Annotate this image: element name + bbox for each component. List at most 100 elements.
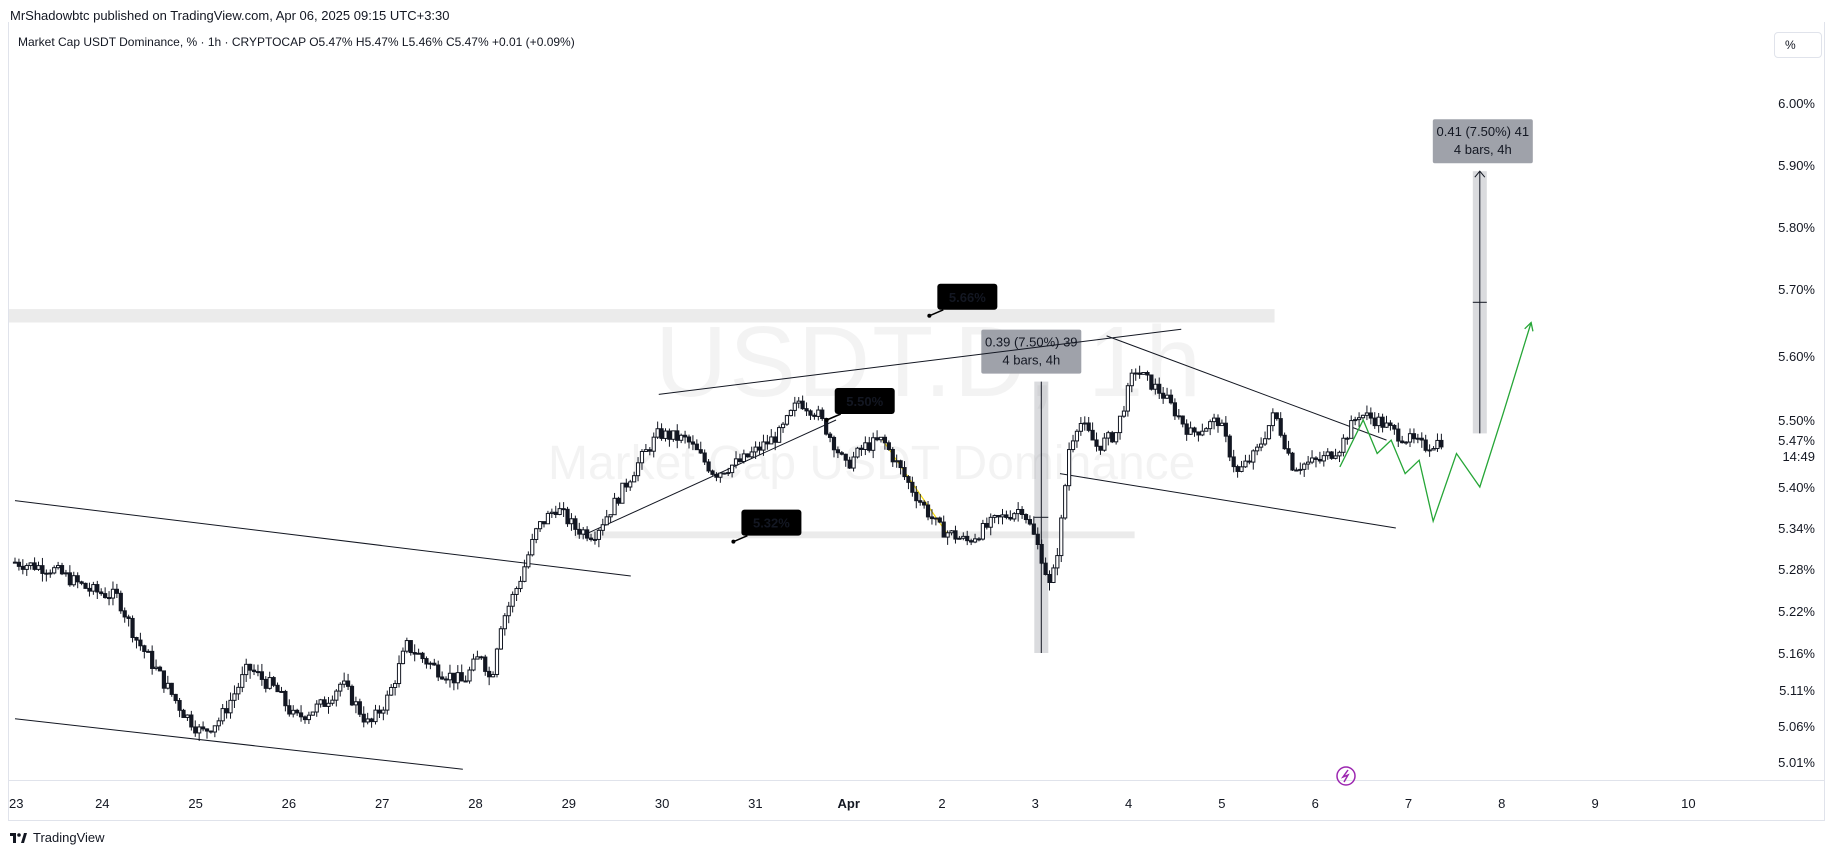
candle-body (851, 456, 856, 469)
candle-body (150, 650, 155, 669)
candle-body (632, 475, 637, 483)
candle-body (530, 538, 535, 556)
candle-body (298, 712, 304, 718)
candle-body (592, 538, 598, 541)
y-tick-label: 5.90% (1778, 158, 1815, 173)
candle-body (36, 565, 41, 570)
candle-body (722, 472, 727, 475)
candle-body (1078, 423, 1083, 432)
chart-frame-bottom (8, 820, 1825, 821)
candle-body (463, 680, 468, 683)
candle-body (408, 640, 413, 654)
candle-body (1102, 437, 1107, 451)
candle-body (812, 414, 817, 417)
x-tick-label: 6 (1312, 796, 1319, 811)
trendline-4[interactable] (583, 419, 837, 536)
candle-body (338, 683, 343, 692)
candle-body (1376, 416, 1381, 427)
candle-body (361, 713, 366, 723)
candle-body (816, 409, 821, 417)
x-tick-label: 26 (282, 796, 296, 811)
x-tick-label: 2 (938, 796, 945, 811)
candle-body (1349, 420, 1354, 439)
candle-body (1208, 421, 1213, 430)
candle-body (820, 409, 825, 420)
x-tick-label: 8 (1498, 796, 1505, 811)
candle-body (1059, 517, 1064, 557)
candle-body (1353, 419, 1358, 422)
candle-body (639, 450, 645, 464)
candle-body (792, 402, 797, 411)
price-callout-1[interactable] (937, 283, 998, 310)
x-tick-label: Apr (838, 796, 860, 811)
candle-body (914, 491, 919, 502)
candle-body (197, 726, 202, 734)
price-callout-3[interactable] (741, 509, 802, 536)
alert-icon[interactable] (1336, 766, 1356, 786)
candle-body (483, 656, 488, 672)
candle-body (757, 446, 762, 451)
candle-body (1047, 573, 1052, 583)
candle-body (835, 449, 841, 454)
candle-body (749, 451, 754, 458)
candle-body (56, 565, 61, 569)
candle-body (455, 672, 460, 684)
candle-body (1098, 445, 1103, 451)
trendline-2[interactable] (14, 718, 463, 770)
candle-body (635, 462, 641, 477)
candle-body (706, 461, 711, 472)
candle-body (918, 500, 923, 503)
candle-body (487, 670, 492, 678)
x-tick-label: 28 (468, 796, 482, 811)
y-tick-label: 5.16% (1778, 646, 1815, 661)
candle-body (953, 530, 958, 540)
candle-body (996, 514, 1001, 518)
candle-body (682, 434, 688, 438)
percent-scale-button[interactable]: % (1774, 32, 1822, 58)
chart-frame-left (8, 22, 9, 820)
candle-body (1345, 437, 1350, 440)
trendline-1[interactable] (14, 500, 631, 577)
x-tick-label: 29 (562, 796, 576, 811)
candle-body (48, 572, 53, 575)
candle-body (522, 566, 527, 582)
trendline-5[interactable] (1106, 335, 1387, 441)
candle-body (1404, 441, 1409, 444)
trendline-3[interactable] (658, 328, 1182, 395)
candle-body (385, 694, 390, 711)
projection-path[interactable] (1339, 322, 1532, 524)
candle-body (20, 565, 25, 570)
candle-body (1211, 417, 1217, 423)
candle-body (667, 430, 672, 440)
candle-body (424, 658, 429, 665)
candle-body (365, 718, 370, 723)
candle-body (620, 482, 625, 504)
candle-body (882, 436, 888, 444)
price-callout-2[interactable] (834, 388, 895, 414)
price-callout-text: 5.66% (949, 290, 986, 305)
measure-label-line2: 4 bars, 4h (1454, 142, 1512, 157)
candle-body (1282, 434, 1287, 450)
candle-body (236, 686, 241, 695)
candle-body (780, 423, 786, 429)
candle-body (1392, 424, 1397, 430)
candle-body (1051, 567, 1056, 583)
y-tick-label: 5.34% (1778, 521, 1815, 536)
candle-body (1415, 437, 1420, 440)
candle-body (353, 701, 359, 706)
callout-pointer (733, 534, 748, 543)
candle-body (890, 448, 895, 463)
price-callout-text: 5.50% (846, 394, 883, 409)
trendline-6[interactable] (1059, 473, 1396, 529)
candle-body (216, 720, 221, 727)
candle-body (557, 508, 562, 516)
candle-body (357, 701, 362, 715)
candle-body (534, 528, 539, 540)
candle-body (733, 458, 739, 466)
candle-body (314, 703, 319, 713)
tradingview-brand[interactable]: TradingView (10, 830, 105, 845)
y-tick-label: 5.40% (1778, 480, 1815, 495)
candle-body (1141, 372, 1146, 375)
candle-body (24, 565, 29, 570)
